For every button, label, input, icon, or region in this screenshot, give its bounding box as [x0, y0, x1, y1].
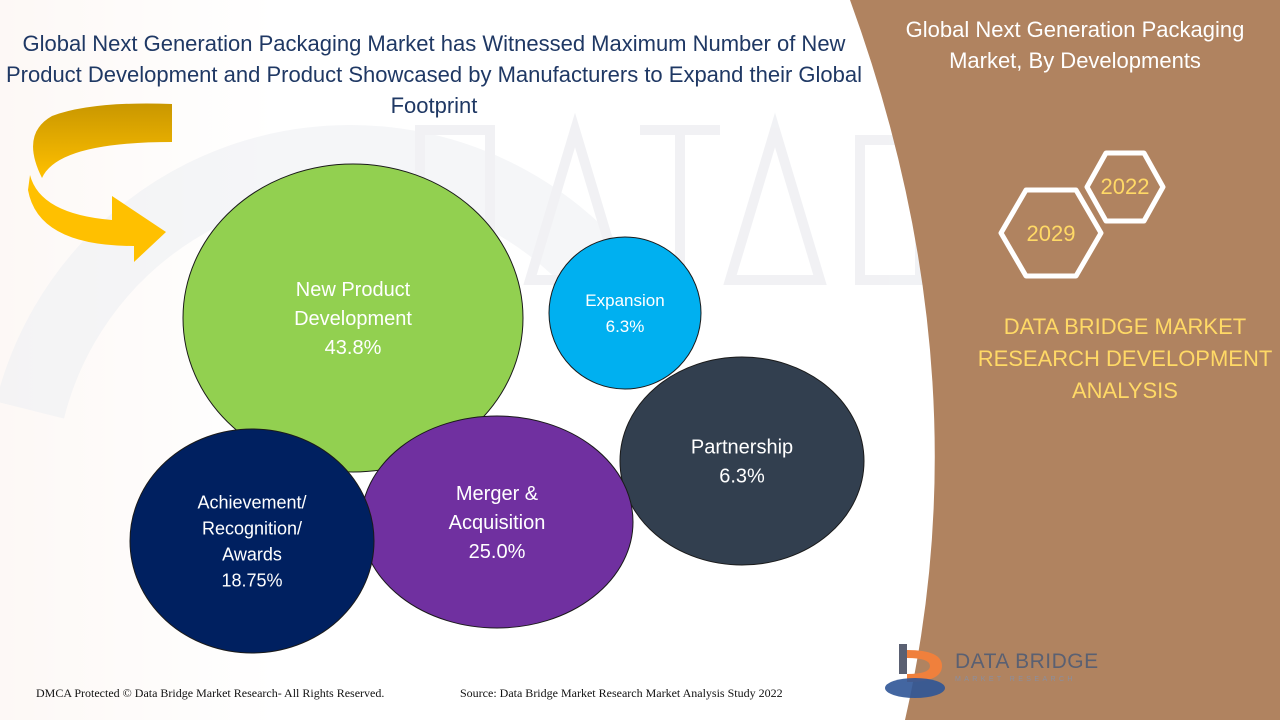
year-hexagons: 2029 2022: [998, 150, 1166, 279]
bubble-label: New Product: [296, 279, 411, 301]
side-panel: [850, 0, 1280, 720]
bubble-label: Merger &: [456, 483, 539, 505]
bubble-value: 6.3%: [719, 466, 765, 488]
brand-name: DATA BRIDGE: [955, 650, 1099, 673]
bubble-value: 18.75%: [221, 570, 282, 590]
bubble-label: Achievement/: [197, 492, 306, 512]
bubble-label: Development: [294, 308, 412, 330]
bubble-label: Partnership: [691, 437, 793, 459]
bubble-shape: [129, 428, 375, 654]
bubble-value: 43.8%: [325, 337, 382, 359]
bubble-2: Partnership 6.3%: [619, 356, 865, 566]
bubble-label: Expansion: [585, 291, 664, 310]
year-2029: 2029: [1027, 221, 1076, 246]
curved-arrow-icon: [28, 103, 173, 262]
analysis-label: DATA BRIDGE MARKET RESEARCH DEVELOPMENT …: [977, 314, 1273, 403]
side-panel-title: Global Next Generation Packaging Market,…: [905, 17, 1245, 73]
chart-title: Global Next Generation Packaging Market …: [5, 31, 863, 118]
bubble-4: Achievement/Recognition/Awards 18.75%: [129, 428, 375, 654]
year-2022: 2022: [1101, 174, 1150, 199]
bubble-shape: [548, 236, 702, 390]
bubble-shape: [619, 356, 865, 566]
bubble-label: Recognition/: [202, 518, 302, 538]
bubble-value: 25.0%: [469, 541, 526, 563]
brand-subtitle: MARKET RESEARCH: [955, 676, 1076, 683]
bubble-1: Expansion 6.3%: [548, 236, 702, 390]
hexagon-2022: [1084, 150, 1166, 224]
bubble-3: Merger & Acquisition 25.0%: [360, 415, 634, 629]
bubble-shape: [182, 163, 524, 473]
bubble-value: 6.3%: [606, 317, 645, 336]
copyright-notice: DMCA Protected © Data Bridge Market Rese…: [36, 686, 385, 700]
bubble-0: New Product Development 43.8%: [182, 163, 524, 473]
bubble-chart: New Product Development 43.8% Expansion 6.3%…: [129, 163, 865, 654]
hexagon-2029: [998, 187, 1104, 279]
bubble-label: Awards: [222, 544, 282, 564]
source-note: Source: Data Bridge Market Research Mark…: [460, 686, 783, 700]
bubble-label: Acquisition: [449, 512, 546, 534]
brand-logo-icon: [885, 644, 945, 698]
